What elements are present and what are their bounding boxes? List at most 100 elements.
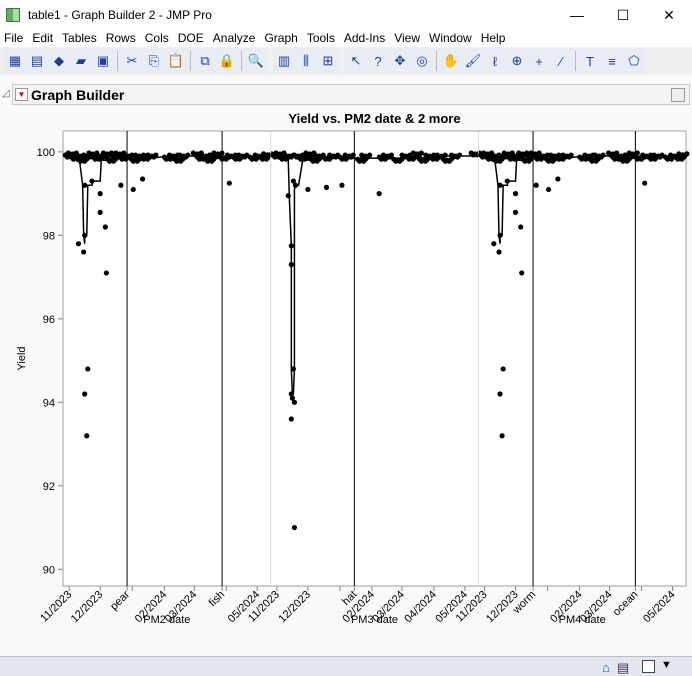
maximize-button[interactable]: ☐ [616,6,630,23]
polygon-icon[interactable]: ⬠ [628,53,640,68]
data-point [288,416,294,422]
data-point [500,366,506,372]
data-point [103,270,109,276]
menu-analyze[interactable]: Analyze [212,31,256,45]
crosshair-target-icon[interactable]: ◎ [416,53,428,68]
home-icon[interactable]: ⌂ [602,660,610,675]
menu-view[interactable]: View [394,31,420,45]
menu-tables[interactable]: Tables [62,31,97,45]
new-data-table-icon[interactable]: ▦ [8,53,22,68]
data-point [323,184,330,190]
data-point [511,154,518,160]
smoother-line [484,155,683,244]
ruler-icon[interactable]: ∕ [559,53,563,69]
save-icon[interactable]: ▣ [96,53,110,68]
toolbar-separator [436,51,437,71]
toolbar-separator [190,51,191,71]
data-point [102,152,109,158]
toolbar-separator [241,51,242,71]
dropdown-arrow-icon[interactable]: ▼ [661,659,672,671]
grabber-icon[interactable]: ✋ [442,53,460,68]
toolbar-group: ↖? ✥ ◎ ✋ 🖌 ℓ ⊕ + ∕ T ≡ ⬠ [345,48,645,74]
data-filter-icon[interactable]: ⧉ [200,53,210,68]
menu-file[interactable]: File [4,31,24,45]
data-point [430,156,436,162]
add-table-icon[interactable]: ⊞ [322,53,334,68]
lasso-icon[interactable]: ℓ [492,53,498,69]
menu-graph[interactable]: Graph [264,31,298,45]
scroller-icon[interactable]: ✥ [394,53,406,68]
data-point [130,186,136,193]
y-tick-label: 92 [43,481,55,493]
menu-help[interactable]: Help [480,31,506,45]
search-icon[interactable]: 🔍 [247,53,265,68]
data-point [684,151,690,157]
data-point [185,152,191,158]
data-point [83,154,89,160]
data-point [339,182,345,188]
data-point [118,182,124,188]
data-point [388,152,395,158]
data-point [589,158,595,164]
minimize-button[interactable]: — [570,7,584,23]
column-switcher-icon[interactable]: ⫼ [303,53,309,68]
x-tick-label: 11/2023 [38,589,74,625]
new-script-icon[interactable]: ▤ [30,53,44,68]
menu-tools[interactable]: Tools [306,31,335,45]
close-button[interactable]: ✕ [663,6,675,23]
data-point [249,156,255,162]
magnifier-icon[interactable]: ⊕ [511,53,523,68]
data-point [130,158,136,164]
y-tick-label: 100 [37,147,55,159]
crosshair-icon[interactable]: + [535,53,543,69]
paste-icon[interactable]: 📋 [167,53,185,68]
data-point [518,224,524,230]
data-point [153,152,159,158]
line-icon[interactable]: ≡ [608,53,616,69]
reference-line-label: pear [108,588,132,612]
data-point [163,156,169,162]
x-tick-label: 04/2024 [402,589,439,626]
data-point [259,156,266,162]
data-point [290,178,296,184]
data-point [533,182,539,188]
window-title: table1 - Graph Builder 2 - JMP Pro [28,8,212,22]
graph-builder-icon[interactable]: ▥ [277,53,291,68]
open-icon[interactable]: ▰ [76,53,86,68]
data-point [92,156,98,162]
toolbar-separator [117,51,118,71]
data-point [85,366,91,372]
data-point [82,391,88,397]
annotate-icon[interactable]: T [586,53,594,69]
window-list-icon[interactable]: ▤ [617,660,630,675]
data-point [568,152,574,158]
brush-icon[interactable]: 🖌 [464,53,482,68]
data-point [305,152,311,158]
menu-cols[interactable]: Cols [144,31,169,45]
data-point [356,158,363,164]
data-point [612,156,618,162]
window-selector[interactable] [642,660,655,673]
disclosure-triangle-icon[interactable]: ◿ [2,88,10,99]
arrow-icon[interactable]: ↖ [350,53,362,68]
help-icon[interactable]: ? [374,53,382,69]
toolbar-separator [575,51,576,71]
red-triangle-menu-icon[interactable]: ▼ [15,88,28,101]
data-point [499,433,505,439]
cut-icon[interactable]: ✂ [126,53,138,68]
menu-edit[interactable]: Edit [32,31,54,45]
x-tick-label: 05/2024 [641,589,678,626]
data-point [96,154,102,160]
menu-doe[interactable]: DOE [177,31,204,45]
lock-icon[interactable]: 🔒 [218,53,236,68]
menu-rows[interactable]: Rows [105,31,136,45]
pin-icon[interactable] [671,88,685,102]
python-icon[interactable]: ◆ [54,53,64,68]
y-tick-label: 96 [43,314,55,326]
data-point [350,152,356,158]
data-point [367,152,373,158]
menu-addins[interactable]: Add-Ins [343,31,386,45]
toolbar-group: ▦ ▤ ◆ ▰ ▣ ✂ ⎘ 📋 ⧉ 🔒 🔍 [4,48,267,74]
copy-icon[interactable]: ⎘ [148,53,160,68]
menu-window[interactable]: Window [429,31,472,45]
